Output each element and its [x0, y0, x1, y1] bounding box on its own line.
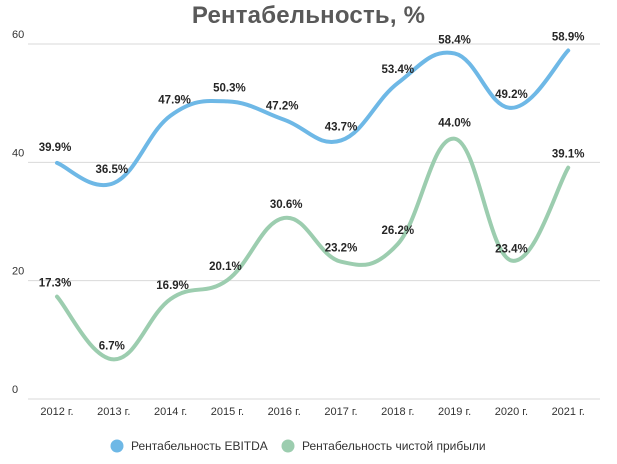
data-point	[510, 107, 512, 109]
data-point	[56, 296, 58, 298]
data-label: 6.7%	[99, 340, 125, 352]
data-label: 47.2%	[266, 101, 299, 113]
data-point	[454, 138, 456, 140]
data-point	[226, 100, 228, 102]
data-point	[567, 167, 569, 169]
data-label: 16.9%	[156, 280, 189, 292]
data-point	[113, 358, 115, 360]
data-label: 50.3%	[213, 82, 246, 94]
x-tick-label: 2014 г.	[154, 406, 187, 418]
data-label: 58.4%	[438, 34, 471, 46]
data-label: 36.5%	[95, 164, 128, 176]
data-point	[113, 182, 115, 184]
x-tick-label: 2018 г.	[381, 406, 414, 418]
y-tick-label: 20	[12, 266, 24, 278]
data-label: 26.2%	[381, 225, 414, 237]
data-label: 20.1%	[209, 261, 242, 273]
x-tick-label: 2012 г.	[40, 406, 73, 418]
x-tick-label: 2017 г.	[324, 406, 357, 418]
data-label: 58.9%	[552, 32, 585, 44]
x-tick-label: 2020 г.	[495, 406, 528, 418]
x-tick-label: 2019 г.	[438, 406, 471, 418]
data-label: 53.4%	[381, 64, 414, 76]
x-tick-label: 2021 г.	[552, 406, 585, 418]
data-label: 23.4%	[495, 244, 528, 256]
data-point	[226, 279, 228, 281]
data-point	[283, 217, 285, 219]
series-line-ebitda	[55, 48, 571, 187]
y-tick-label: 60	[12, 29, 24, 41]
data-point	[510, 260, 512, 262]
y-tick-label: 40	[12, 147, 24, 159]
data-label: 30.6%	[270, 199, 303, 211]
data-label: 39.9%	[39, 142, 72, 154]
data-point	[454, 52, 456, 54]
x-tick-label: 2016 г.	[268, 406, 301, 418]
data-point	[170, 298, 172, 300]
data-point	[56, 162, 58, 164]
series-line-net-profit	[55, 136, 571, 362]
x-tick-label: 2015 г.	[211, 406, 244, 418]
data-point	[170, 115, 172, 117]
x-tick-label: 2013 г.	[97, 406, 130, 418]
data-point	[340, 261, 342, 263]
data-label: 47.9%	[158, 95, 191, 107]
data-point	[397, 82, 399, 84]
data-label: 44.0%	[438, 118, 471, 130]
legend-label-ebitda: Рентабельность EBITDA	[131, 439, 268, 453]
data-label: 43.7%	[325, 121, 358, 133]
data-label: 17.3%	[39, 278, 72, 290]
legend-marker-ebitda	[110, 439, 124, 453]
data-point	[567, 50, 569, 52]
chart-title: Рентабельность, %	[191, 2, 426, 29]
data-point	[283, 119, 285, 121]
data-label: 39.1%	[552, 149, 585, 161]
legend-marker-net-profit	[281, 439, 295, 453]
data-point	[340, 139, 342, 141]
legend-label-net-profit: Рентабельность чистой прибыли	[302, 439, 486, 453]
data-label: 49.2%	[495, 89, 528, 101]
y-tick-label: 0	[12, 384, 18, 396]
data-label: 23.2%	[325, 243, 358, 255]
data-point	[397, 243, 399, 245]
